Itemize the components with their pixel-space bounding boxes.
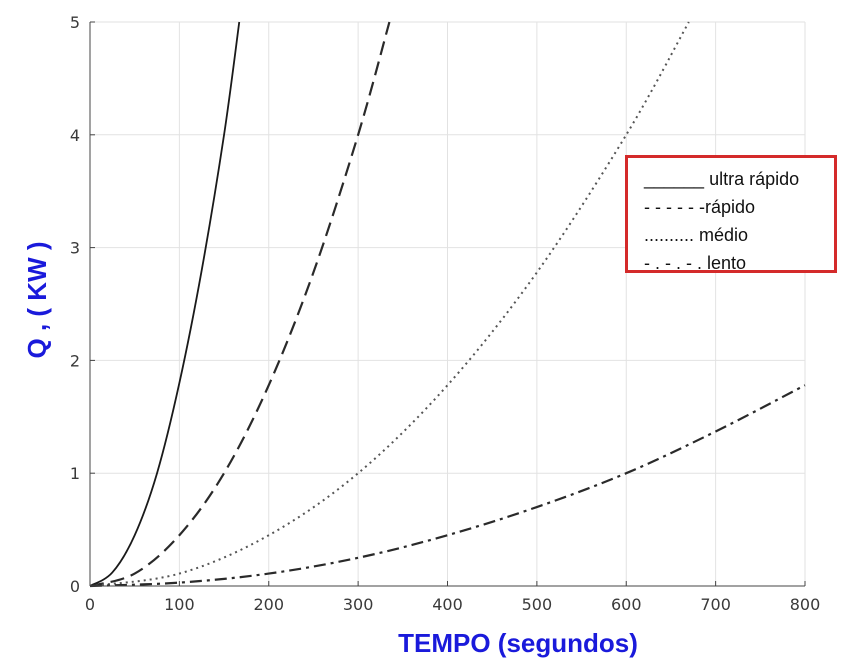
y-tick-label: 0 (70, 577, 80, 596)
grid-lines (90, 21, 806, 586)
series-line-dotted (89, 21, 690, 587)
y-axis-title: Q , ( KW ) (22, 242, 52, 359)
legend-item-medio: .......... médio (644, 225, 749, 245)
tick-labels: 0 100 200 300 400 500 600 700 800 0 1 2 3 4 5 (70, 13, 820, 614)
axes (89, 21, 806, 587)
x-tick-label: 0 (85, 595, 95, 614)
x-tick-label: 800 (790, 595, 821, 614)
y-tick-label: 2 (70, 351, 80, 370)
x-tick-label: 700 (700, 595, 731, 614)
x-tick-label: 600 (611, 595, 642, 614)
y-tick-label: 1 (70, 464, 80, 483)
x-tick-label: 500 (522, 595, 553, 614)
x-axis-title: TEMPO (segundos) (398, 628, 638, 658)
x-tick-label: 100 (164, 595, 195, 614)
legend-item-lento: - . - . - . lento (644, 253, 747, 273)
legend-item-ultra-rapido: ______ ultra rápido (644, 169, 800, 189)
series-line-solid (89, 21, 241, 587)
series-line-dashdot (89, 384, 806, 588)
y-tick-label: 5 (70, 13, 80, 32)
legend-item-rapido: - - - - - -rápido (644, 197, 756, 217)
legend: ______ ultra rápido - - - - - -rápido ..… (625, 155, 837, 273)
x-tick-label: 400 (432, 595, 463, 614)
x-tick-label: 300 (343, 595, 374, 614)
series-lines (89, 21, 806, 588)
y-tick-label: 4 (70, 126, 80, 145)
series-line-dashed (89, 21, 391, 588)
y-tick-label: 3 (70, 239, 80, 258)
x-tick-label: 200 (253, 595, 284, 614)
